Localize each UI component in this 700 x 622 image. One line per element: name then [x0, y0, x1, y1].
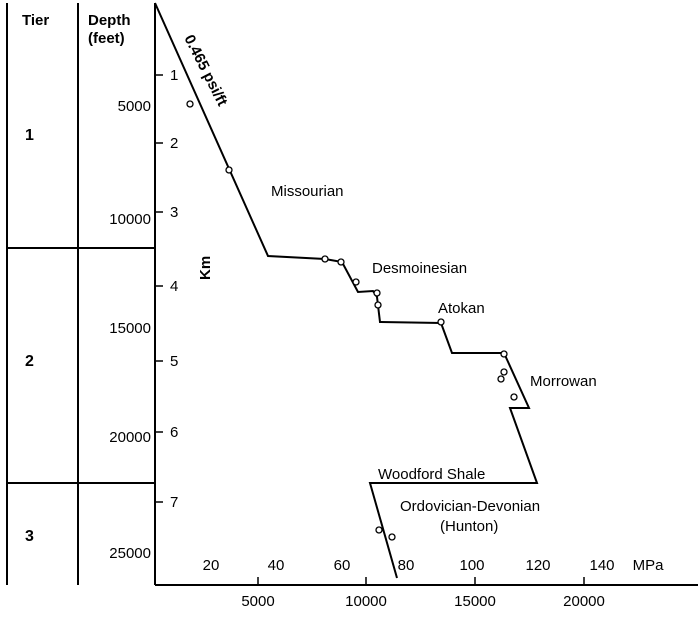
depth-tick-10000: 10000	[109, 211, 151, 228]
depth-header-line1: Depth	[88, 12, 131, 29]
km-tick-6: 6	[170, 424, 178, 441]
km-tick-2: 2	[170, 135, 178, 152]
formation-missourian: Missourian	[271, 183, 344, 200]
mpa-tick-120: 120	[525, 557, 550, 574]
data-point	[500, 368, 508, 376]
data-point	[375, 526, 383, 534]
formation-desmoinesian: Desmoinesian	[372, 260, 467, 277]
depth-tick-25000: 25000	[109, 545, 151, 562]
gradient-label: 0.465 psi/ft	[180, 32, 230, 109]
depth-tick-15000: 15000	[109, 320, 151, 337]
mpa-tick-100: 100	[459, 557, 484, 574]
km-axis: 1 2 3 4 5 6 7 Km	[155, 67, 214, 511]
data-point	[388, 533, 396, 541]
tier-3-label: 3	[25, 528, 34, 545]
mpa-axis: 20 40 60 80 100 120 140 MPa	[203, 557, 664, 574]
km-tick-3: 3	[170, 204, 178, 221]
data-point	[374, 301, 382, 309]
formation-morrowan: Morrowan	[530, 373, 597, 390]
mpa-tick-80: 80	[398, 557, 415, 574]
psi-tick-10000: 10000	[345, 593, 387, 610]
psi-tick-20000: 20000	[563, 593, 605, 610]
psi-tick-5000: 5000	[241, 593, 274, 610]
mpa-tick-60: 60	[334, 557, 351, 574]
data-point	[500, 350, 508, 358]
mpa-tick-140: 140	[589, 557, 614, 574]
tier-header: Tier	[22, 12, 49, 29]
tier-1-label: 1	[25, 127, 34, 144]
mpa-tick-20: 20	[203, 557, 220, 574]
tier-2-label: 2	[25, 353, 34, 370]
km-tick-4: 4	[170, 278, 178, 295]
mpa-tick-40: 40	[268, 557, 285, 574]
data-point	[373, 289, 381, 297]
table-frame	[6, 3, 698, 586]
formation-woodford-shale: Woodford Shale	[378, 466, 485, 483]
data-point	[352, 278, 360, 286]
depth-feet-axis: 5000 10000 15000 20000 25000	[109, 98, 151, 562]
pressure-profile-line	[154, 2, 539, 579]
formation-hunton: (Hunton)	[440, 518, 498, 535]
formation-ordovician-devonian: Ordovician-Devonian	[400, 498, 540, 515]
formation-atokan: Atokan	[438, 300, 485, 317]
km-axis-label: Km	[197, 256, 214, 280]
psi-axis: 5000 10000 15000 20000	[241, 577, 605, 610]
data-point	[510, 393, 518, 401]
data-point	[186, 100, 194, 108]
km-tick-1: 1	[170, 67, 178, 84]
depth-tick-5000: 5000	[118, 98, 151, 115]
data-point	[337, 258, 345, 266]
depth-header-line2: (feet)	[88, 30, 125, 47]
data-point	[437, 318, 445, 326]
data-point	[321, 255, 329, 263]
data-points	[186, 100, 518, 541]
km-tick-7: 7	[170, 494, 178, 511]
psi-tick-15000: 15000	[454, 593, 496, 610]
mpa-axis-label: MPa	[633, 557, 665, 574]
depth-tick-20000: 20000	[109, 429, 151, 446]
data-point	[225, 166, 233, 174]
data-point	[497, 375, 505, 383]
km-tick-5: 5	[170, 353, 178, 370]
